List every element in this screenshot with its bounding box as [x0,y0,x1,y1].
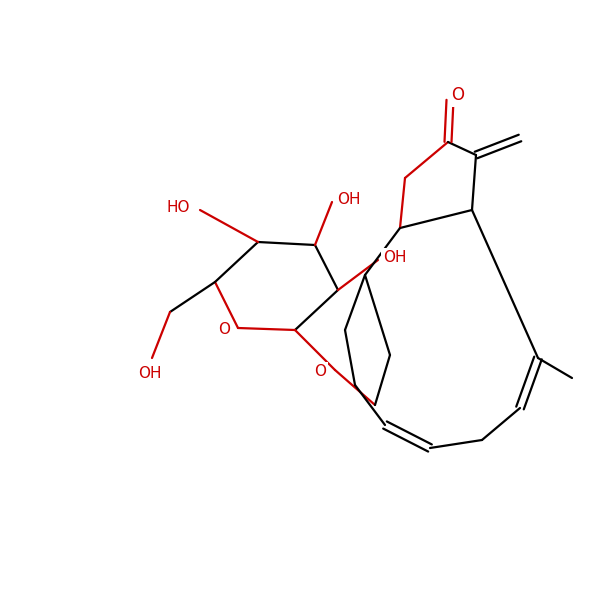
Text: OH: OH [383,251,407,265]
Text: O: O [218,323,230,337]
Text: O: O [452,86,464,104]
Text: OH: OH [337,193,361,208]
Text: O: O [314,364,326,379]
Text: OH: OH [138,367,162,382]
Text: HO: HO [166,200,190,215]
